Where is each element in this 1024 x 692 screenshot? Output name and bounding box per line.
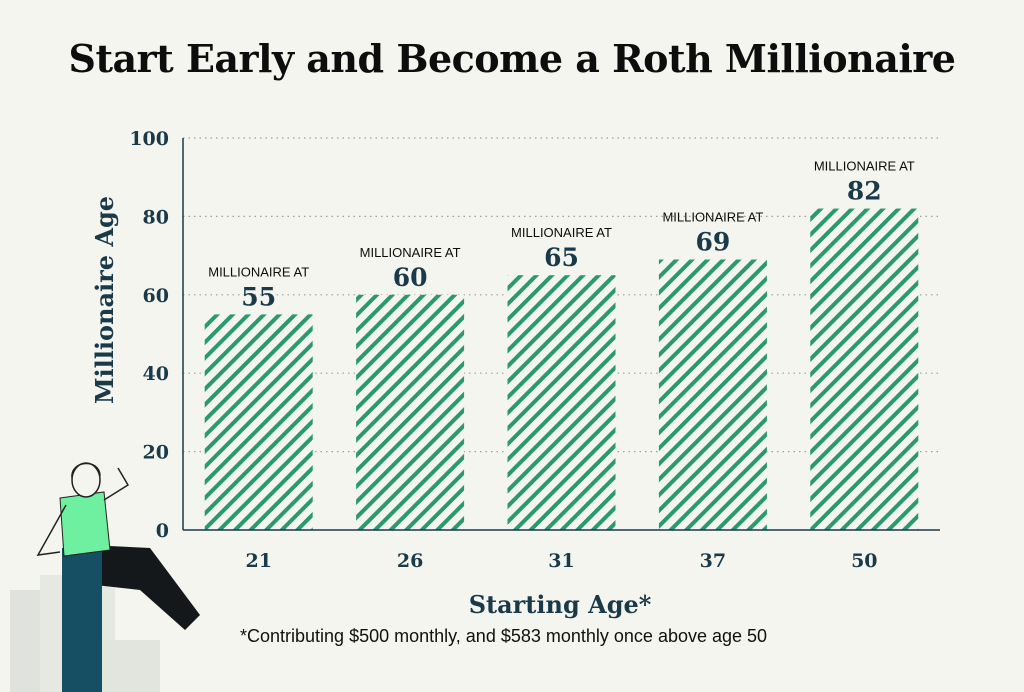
x-tick-label: 37 — [700, 550, 726, 572]
bar-label-prefix: MILLIONAIRE AT — [662, 210, 763, 225]
y-tick-label: 40 — [143, 363, 169, 385]
bar — [810, 208, 919, 530]
bars — [204, 208, 919, 530]
axes — [182, 138, 940, 531]
person-arm-icon — [36, 504, 67, 556]
y-axis-label: Millionaire Age — [90, 196, 119, 404]
data-label: 82 — [847, 177, 882, 206]
bar — [204, 314, 313, 530]
x-tick-label: 31 — [548, 550, 574, 572]
person-illustration — [10, 462, 200, 692]
y-tick-label: 60 — [143, 285, 169, 307]
footnote: *Contributing $500 monthly, and $583 mon… — [240, 626, 768, 646]
y-tick-label: 20 — [143, 442, 169, 464]
data-label: 65 — [544, 243, 579, 272]
person-torso-icon — [59, 491, 111, 557]
person-hair-icon — [71, 462, 101, 479]
bar — [658, 259, 767, 530]
data-label: 55 — [241, 282, 276, 311]
chart-title: Start Early and Become a Roth Millionair… — [68, 36, 956, 81]
person-head-icon — [71, 462, 101, 498]
y-tick-label: 100 — [129, 128, 169, 150]
labels: 0 20 40 60 80 100 MILLIONAIRE AT 55 21 MILLIONAIR… — [129, 128, 914, 572]
person-leg-icon — [62, 548, 102, 692]
bar-label-prefix: MILLIONAIRE AT — [360, 245, 461, 260]
bar-label-prefix: MILLIONAIRE AT — [814, 159, 915, 174]
y-tick-label: 80 — [143, 206, 169, 228]
data-label: 69 — [696, 228, 731, 257]
x-tick-label: 26 — [397, 550, 423, 572]
data-label: 60 — [393, 263, 428, 292]
bar — [507, 275, 616, 530]
person-leg-icon — [88, 545, 200, 630]
x-tick-label: 50 — [851, 550, 877, 572]
bar — [356, 294, 465, 530]
x-tick-label: 21 — [245, 550, 271, 572]
y-tick-label: 0 — [156, 520, 169, 542]
bar-label-prefix: MILLIONAIRE AT — [208, 264, 309, 279]
x-axis-label: Starting Age* — [469, 590, 652, 619]
bar-label-prefix: MILLIONAIRE AT — [511, 225, 612, 240]
person-arm-icon — [103, 467, 130, 501]
